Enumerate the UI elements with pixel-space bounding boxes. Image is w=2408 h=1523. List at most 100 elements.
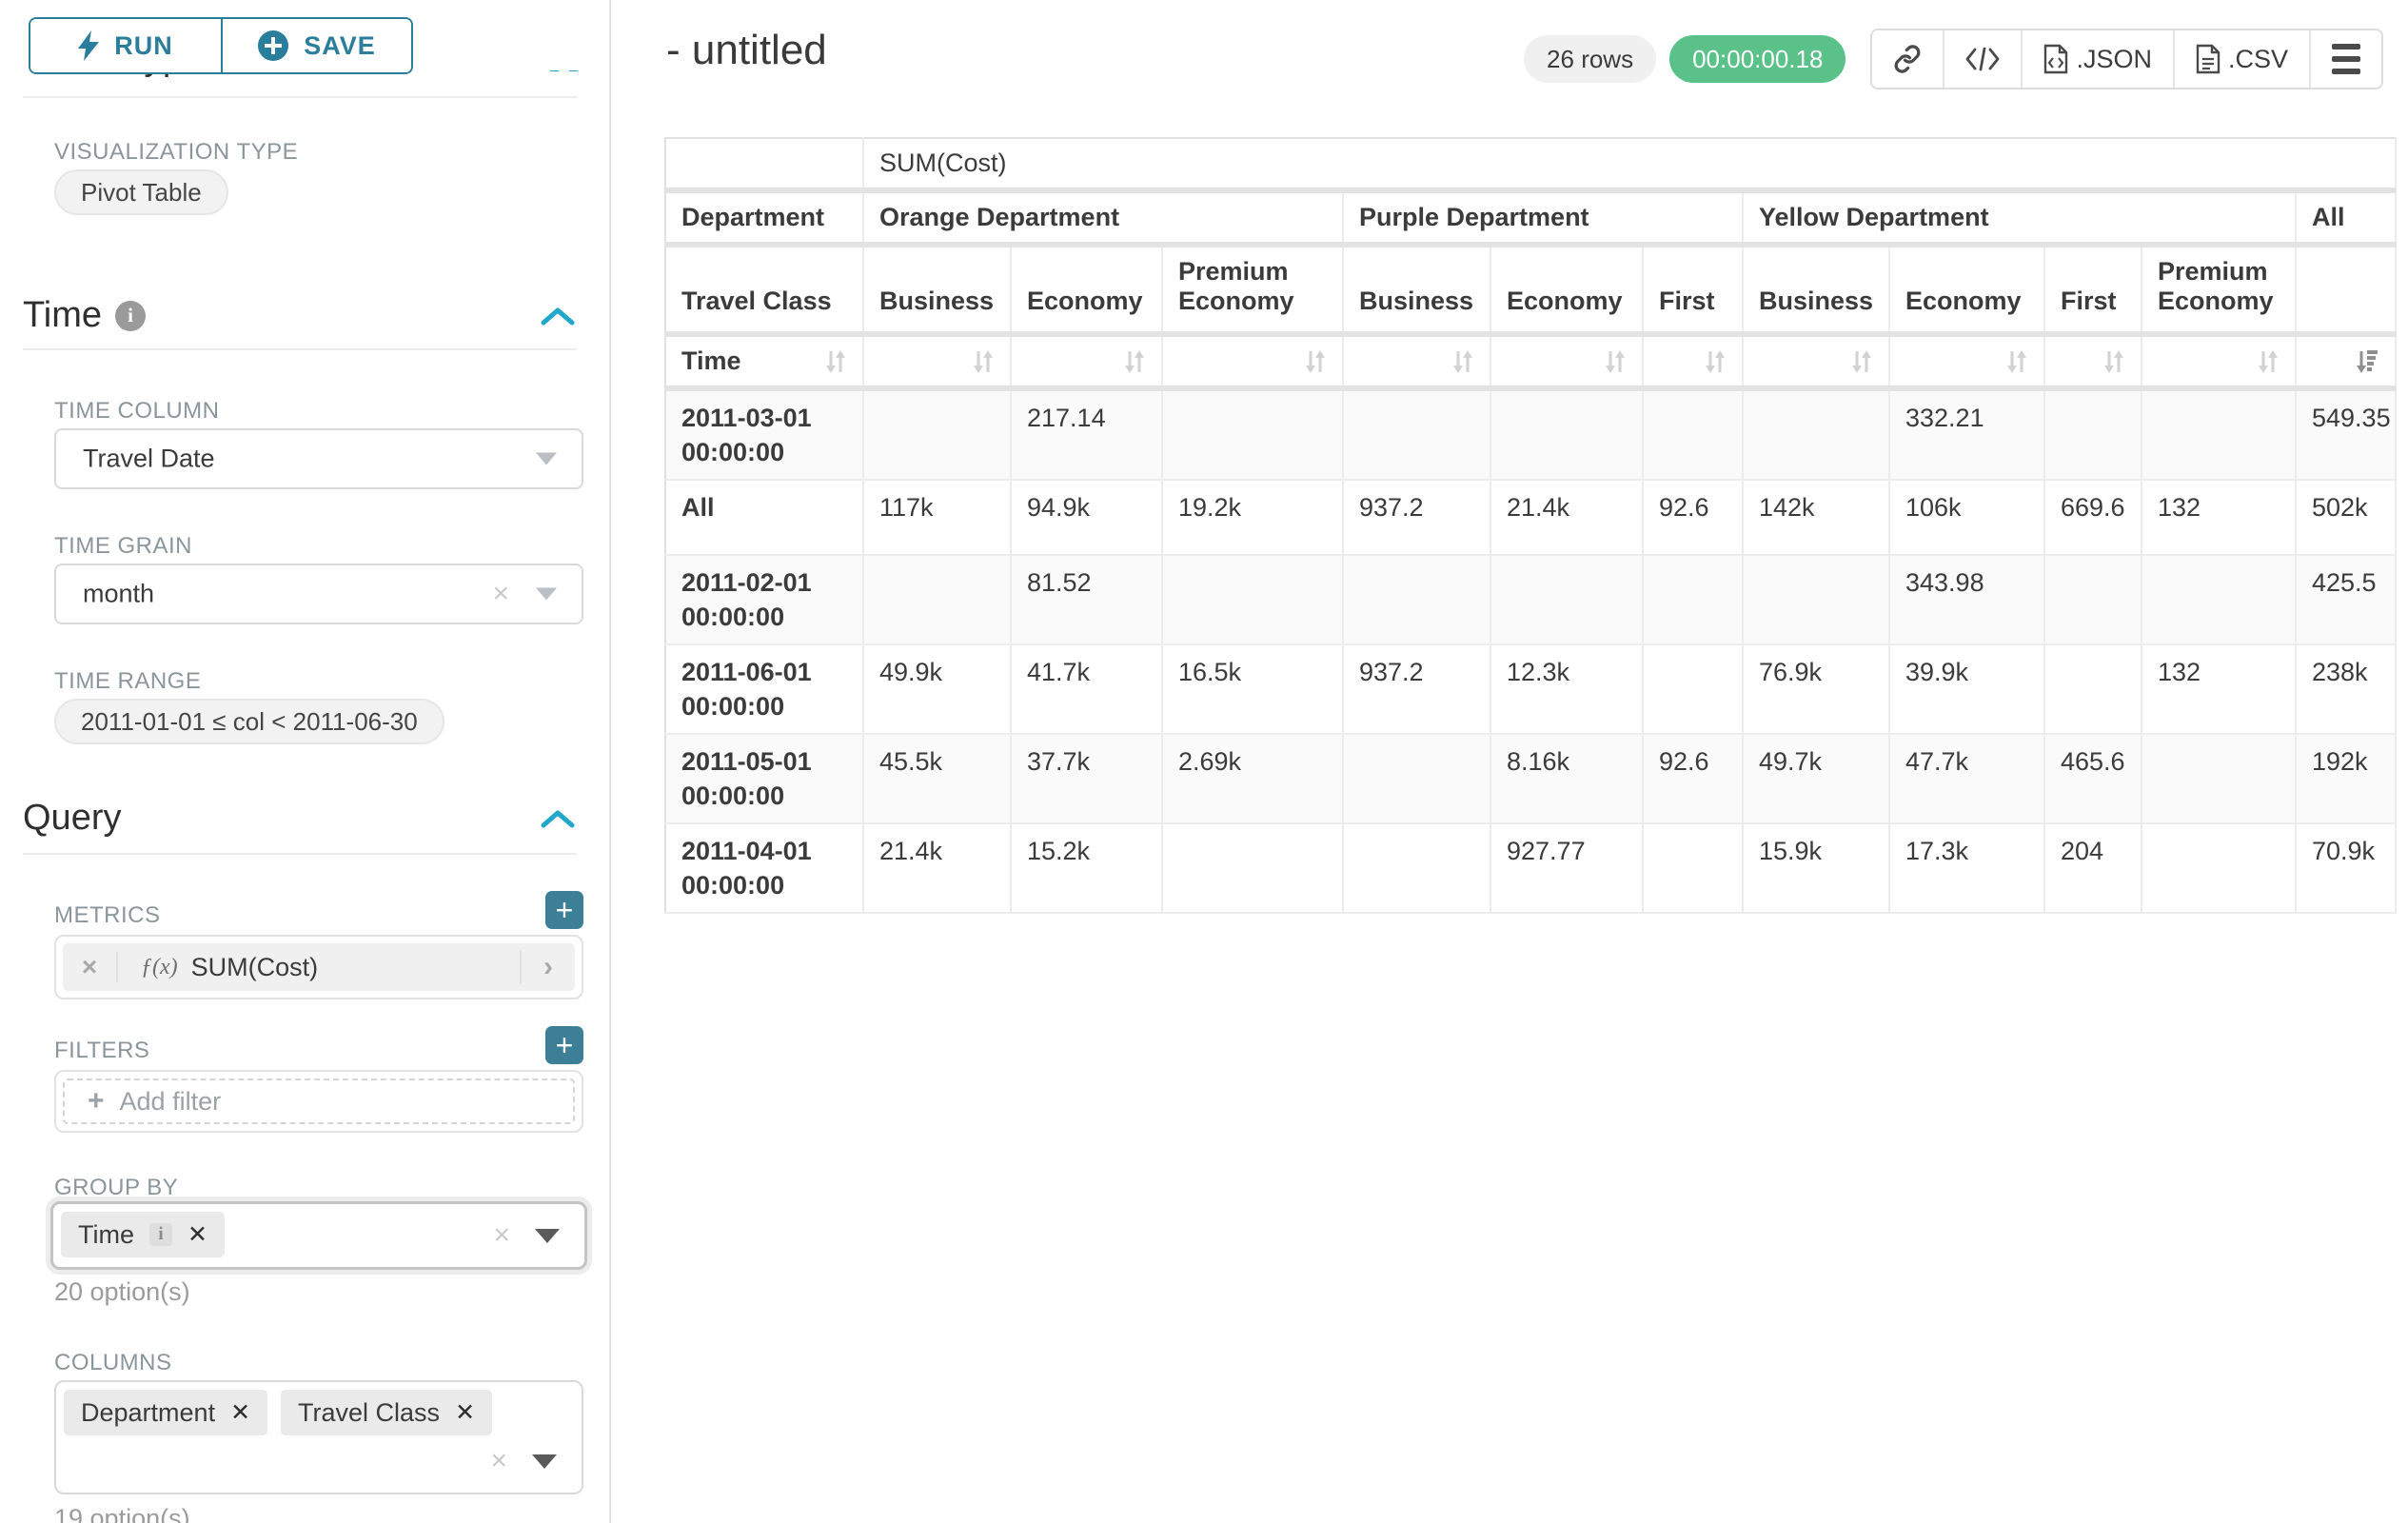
value-cell: 502k: [2296, 480, 2398, 556]
query-section-header[interactable]: Query: [23, 798, 121, 839]
export-json-label: .JSON: [2076, 44, 2152, 73]
time-sort-cell[interactable]: Time: [665, 334, 864, 391]
travel-class-header: Business: [1743, 245, 1890, 337]
columns-label: COLUMNS: [54, 1350, 172, 1375]
remove-chip-icon[interactable]: ✕: [230, 1399, 251, 1426]
add-filter-button[interactable]: + Add filter: [63, 1078, 575, 1124]
travel-class-header: Business: [863, 245, 1012, 337]
value-cell: [2044, 388, 2142, 481]
value-cell: [1343, 555, 1491, 645]
hamburger-icon: [2332, 44, 2360, 74]
menu-button[interactable]: [2309, 30, 2381, 88]
remove-chip-icon[interactable]: ✕: [455, 1399, 476, 1426]
columns-select[interactable]: Department ✕ Travel Class ✕ ×: [54, 1380, 583, 1494]
sort-icon: [2259, 349, 2278, 373]
value-cell: 132: [2142, 480, 2297, 556]
export-csv-button[interactable]: .CSV: [2172, 30, 2309, 88]
save-button[interactable]: SAVE: [221, 19, 411, 72]
value-cell: [1490, 388, 1644, 481]
sort-descending-icon: [2357, 349, 2378, 373]
plus-circle-icon: [258, 30, 289, 61]
metric-name: SUM(Cost): [190, 952, 319, 981]
value-cell: [1162, 555, 1344, 645]
value-cell: 12.3k: [1490, 644, 1644, 735]
value-cell: 49.9k: [863, 644, 1012, 735]
add-filter-plus-button[interactable]: +: [545, 1026, 583, 1064]
column-sort-cell[interactable]: [2296, 334, 2398, 391]
save-button-label: SAVE: [304, 30, 376, 60]
collapse-chevron-up-icon[interactable]: [541, 307, 575, 326]
group-by-select[interactable]: Time i ✕ ×: [50, 1201, 587, 1270]
sort-icon: [1453, 349, 1472, 373]
clear-icon[interactable]: ×: [493, 1219, 510, 1251]
value-cell: 21.4k: [863, 823, 1012, 914]
chart-area: - untitled 26 rows 00:00:00.18: [611, 0, 2408, 1523]
export-json-button[interactable]: .JSON: [2021, 30, 2173, 88]
row-header-cell: 2011-03-01 00:00:00: [665, 388, 864, 481]
export-csv-label: .CSV: [2227, 44, 2288, 73]
collapse-chevron-up-icon[interactable]: [541, 809, 575, 828]
selected-chip[interactable]: Time i ✕: [61, 1212, 225, 1257]
filters-label: FILTERS: [54, 1038, 150, 1063]
chevron-down-icon[interactable]: [532, 1454, 557, 1469]
value-cell: [1643, 644, 1744, 735]
column-sort-cell[interactable]: [1490, 334, 1644, 391]
sort-icon: [1306, 349, 1325, 373]
department-group-header: Purple Department: [1343, 190, 1744, 247]
value-cell: 94.9k: [1011, 480, 1163, 556]
clear-icon[interactable]: ×: [490, 1445, 507, 1476]
pivot-table-container: SUM(Cost) Department Orange Department Purp…: [664, 137, 2398, 914]
value-cell: 47.7k: [1889, 734, 2045, 824]
query-timer-badge: 00:00:00.18: [1669, 35, 1846, 83]
value-cell: 238k: [2296, 644, 2398, 735]
add-filter-label: Add filter: [119, 1086, 222, 1116]
columns-options-note: 19 option(s): [54, 1504, 190, 1523]
value-cell: 16.5k: [1162, 644, 1344, 735]
value-cell: [1162, 823, 1344, 914]
chevron-down-icon[interactable]: [535, 1228, 560, 1243]
remove-chip-icon[interactable]: ✕: [188, 1221, 207, 1248]
column-sort-cell[interactable]: [1343, 334, 1491, 391]
metric-item[interactable]: × ƒ(x) SUM(Cost) ›: [63, 943, 575, 991]
add-metric-button[interactable]: +: [545, 891, 583, 929]
column-sort-cell[interactable]: [863, 334, 1012, 391]
column-sort-cell[interactable]: [1162, 334, 1344, 391]
value-cell: 937.2: [1343, 644, 1491, 735]
time-column-select[interactable]: Travel Date: [54, 428, 583, 489]
value-cell: 937.2: [1343, 480, 1491, 556]
column-sort-cell[interactable]: [1889, 334, 2045, 391]
filters-box: + Add filter: [54, 1070, 583, 1133]
column-sort-cell[interactable]: [1743, 334, 1890, 391]
info-icon: i: [115, 300, 147, 331]
time-grain-label: TIME GRAIN: [54, 533, 193, 559]
value-cell: 92.6: [1643, 734, 1744, 824]
value-cell: 17.3k: [1889, 823, 2045, 914]
metric-header-cell: SUM(Cost): [863, 138, 2398, 193]
share-link-button[interactable]: [1872, 30, 1944, 88]
time-section-header[interactable]: Time i: [23, 295, 147, 336]
column-sort-cell[interactable]: [1643, 334, 1744, 391]
selected-chip[interactable]: Department ✕: [64, 1390, 268, 1435]
remove-metric-icon[interactable]: ×: [63, 952, 118, 982]
chevron-right-icon[interactable]: ›: [520, 951, 575, 983]
time-grain-select[interactable]: month ×: [54, 564, 583, 624]
value-cell: [2142, 823, 2297, 914]
time-range-pill[interactable]: 2011-01-01 ≤ col < 2011-06-30: [54, 699, 444, 744]
viz-type-pill[interactable]: Pivot Table: [54, 169, 228, 215]
column-sort-cell[interactable]: [2142, 334, 2297, 391]
clear-icon[interactable]: ×: [492, 578, 509, 609]
value-cell: 343.98: [1889, 555, 2045, 645]
value-cell: 76.9k: [1743, 644, 1890, 735]
column-sort-cell[interactable]: [1011, 334, 1163, 391]
value-cell: 19.2k: [1162, 480, 1344, 556]
value-cell: [1343, 388, 1491, 481]
selected-chip[interactable]: Travel Class ✕: [281, 1390, 493, 1435]
value-cell: 15.2k: [1011, 823, 1163, 914]
column-sort-cell[interactable]: [2044, 334, 2142, 391]
run-button[interactable]: RUN: [30, 19, 221, 72]
row-header-cell: 2011-02-01 00:00:00: [665, 555, 864, 645]
link-icon: [1895, 45, 1921, 73]
metrics-label: METRICS: [54, 902, 161, 928]
code-icon: [1966, 47, 2000, 71]
view-query-button[interactable]: [1943, 30, 2022, 88]
